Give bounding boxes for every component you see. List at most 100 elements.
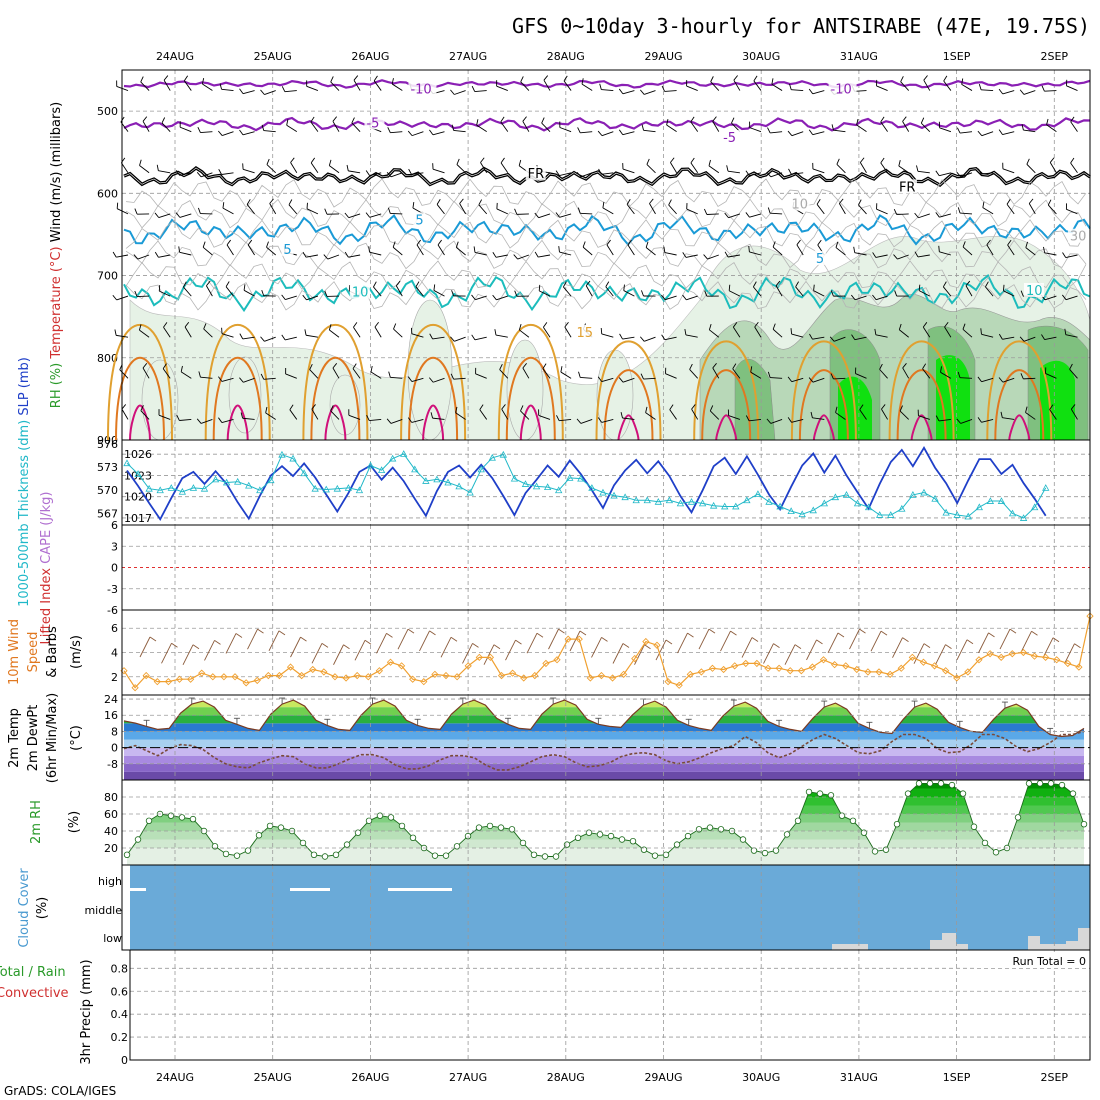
precip-tick: 0.6	[111, 985, 129, 998]
wind-barb-flag	[247, 239, 253, 246]
rh-marker	[563, 841, 571, 848]
temp-b-ylabel: 2m DewPt	[26, 705, 41, 772]
rh-marker	[552, 853, 560, 860]
wind-barb	[939, 127, 952, 133]
rh-marker	[398, 822, 406, 830]
wind-barb	[670, 162, 677, 174]
wind-barb	[601, 333, 614, 338]
date-label-top: 1SEP	[943, 50, 971, 63]
panel-cloud: high middle low Cloud Cover (%)	[17, 864, 1091, 951]
date-label-bottom: 31AUG	[840, 1071, 878, 1084]
surface-barb	[290, 636, 301, 658]
cloud-gap-low	[1066, 941, 1078, 950]
wind-barb-flag	[581, 78, 584, 85]
wind-barb	[393, 328, 403, 338]
temp-band	[124, 715, 1084, 724]
wind-barb-flag	[703, 208, 708, 215]
rh-marker	[255, 832, 263, 839]
precip-c-ylabel-part: 3hr Precip (mm)	[79, 959, 94, 1064]
date-label-bottom: 24AUG	[156, 1071, 194, 1084]
thickness-marker	[211, 475, 220, 483]
wind-barb-flag	[957, 207, 961, 214]
wind-speed-marker	[198, 669, 206, 677]
wind-barb-flag	[745, 170, 750, 176]
contour-label: 15	[577, 326, 594, 341]
wind-barb	[454, 90, 466, 95]
rh-marker	[629, 838, 637, 845]
rh-marker	[1047, 780, 1055, 787]
wind-barb-flag	[585, 280, 591, 287]
temp-band	[124, 700, 1084, 708]
wind-barb-flag	[708, 323, 712, 330]
wind-speed-marker	[653, 641, 661, 649]
wind-speed-marker	[353, 671, 361, 680]
wind-barb-flag	[893, 208, 898, 215]
wind-barb-flag	[639, 336, 645, 342]
wind-barb	[200, 172, 213, 178]
wind-speed-marker	[642, 637, 650, 646]
rh-marker	[948, 781, 956, 789]
wind-barb	[753, 80, 762, 91]
wind-barb-flag	[455, 406, 458, 413]
rh-marker	[849, 817, 857, 824]
panel-stability: 6 3 0 -3 -6 Lifted Index CAPE (J/kg)	[39, 492, 1091, 644]
wind-barb-flag	[789, 83, 792, 90]
contour-label: -5	[366, 116, 379, 131]
wind-barb-flag	[772, 241, 776, 248]
wind-barb-flag	[668, 199, 672, 206]
wind-barb-flag	[998, 377, 1004, 383]
thickness-marker	[732, 502, 740, 510]
rh-marker	[519, 839, 527, 847]
wind-barb	[329, 329, 340, 338]
wind-barb-flag	[138, 324, 142, 331]
wind-speed-marker	[242, 679, 250, 687]
wind-barb-flag	[225, 281, 230, 287]
wind-barb-flag	[332, 116, 338, 122]
wind-barb	[348, 170, 361, 174]
wind-barb	[896, 213, 909, 216]
rh-marker	[706, 824, 714, 831]
thickness-marker	[123, 459, 131, 467]
wind-barb-flag	[1049, 404, 1054, 410]
wind-speed-marker	[908, 653, 916, 661]
wind-barb-flag	[902, 363, 907, 369]
wind-barb	[686, 295, 698, 301]
wind-barb	[352, 368, 361, 379]
wind-barb-flag	[893, 254, 898, 260]
slp-ylabel-part: SLP (mb)	[17, 357, 32, 416]
wind-barb-flag	[977, 130, 983, 136]
wind-barb	[690, 162, 699, 174]
wind-barb	[917, 254, 930, 258]
wind-barb	[1070, 162, 1078, 174]
dewpoint-line	[123, 730, 1085, 771]
contour-label-bg	[364, 115, 385, 130]
contour-label: 5	[816, 252, 824, 267]
wind-barb	[854, 252, 867, 256]
rh-marker	[321, 853, 329, 860]
upper-ylabel-part: RH (%)	[49, 359, 64, 409]
rh-marker	[299, 839, 307, 847]
wind-barb-flag	[978, 83, 982, 90]
surface-barb-flag	[902, 637, 909, 643]
wind-barb	[733, 79, 741, 91]
wind-barb-flag	[197, 126, 201, 133]
rh-marker	[310, 851, 318, 858]
surface-barb	[505, 639, 516, 661]
wind-barb	[390, 419, 403, 424]
precip-c-ylabel: 3hr Precip (mm)	[79, 959, 94, 1064]
wind-barb	[918, 415, 930, 420]
cloud-a-ylabel-part: Cloud Cover	[17, 868, 32, 948]
wind-speed-marker	[719, 665, 728, 674]
slp-ylabel: 1000-500mb Thickness (dm) SLP (mb)	[17, 357, 32, 607]
wind-barb-flag	[459, 198, 464, 204]
wind-barb	[643, 377, 656, 380]
cloud-gap-high	[388, 888, 452, 891]
thickness-marker	[278, 450, 286, 458]
wind-barb	[474, 251, 487, 256]
thickness-marker	[289, 454, 297, 462]
wind-barb-flag	[835, 406, 838, 413]
surface-barb	[419, 630, 430, 652]
wind-barb-flag	[618, 377, 624, 383]
surface-barb	[612, 643, 624, 664]
wind-barb	[605, 286, 614, 297]
